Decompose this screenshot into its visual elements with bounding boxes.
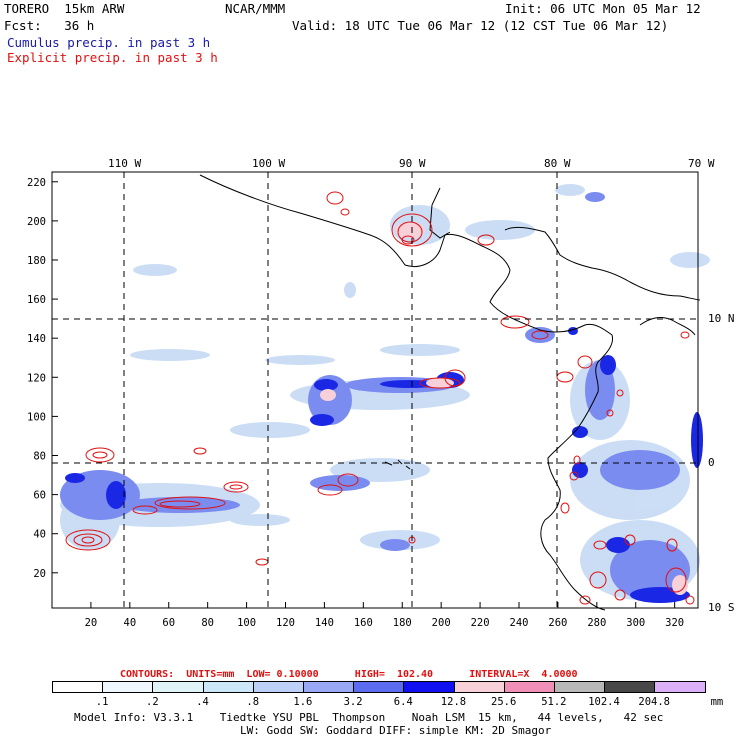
colorbar-swatch — [252, 681, 304, 693]
lat-lon-grid — [52, 172, 698, 608]
x-tick-label: 60 — [162, 617, 175, 629]
y-tick-label: 200 — [27, 216, 46, 228]
colorbar-label: 3.2 — [343, 696, 363, 708]
x-tick-label: 220 — [471, 617, 490, 629]
x-tick-label: 240 — [510, 617, 529, 629]
y-tick-label: 80 — [33, 450, 46, 462]
lon-label-110w: 110 W — [108, 157, 142, 170]
x-tick-label: 80 — [201, 617, 214, 629]
colorbar-label: .2 — [146, 696, 159, 708]
contours-info: CONTOURS: UNITS=mm LOW= 0.10000 HIGH= 10… — [120, 669, 578, 680]
colorbar-label: 1.6 — [293, 696, 313, 708]
x-tick-label: 200 — [432, 617, 451, 629]
colorbar-swatch — [52, 681, 104, 693]
colorbar-label: mm — [710, 696, 724, 708]
colorbar-swatch — [554, 681, 606, 693]
lat-label-0: 0 — [708, 456, 715, 469]
y-tick-label: 100 — [27, 411, 46, 423]
valid-time: Valid: 18 UTC Tue 06 Mar 12 (12 CST Tue … — [292, 18, 669, 33]
colorbar-label: 102.4 — [588, 696, 620, 708]
x-tick-label: 280 — [587, 617, 606, 629]
lon-label-80w: 80 W — [544, 157, 571, 170]
y-tick-label: 180 — [27, 255, 46, 267]
colorbar-swatch — [403, 681, 455, 693]
colorbar-swatch — [353, 681, 405, 693]
explicit-field-label: Explicit precip. in past 3 h — [7, 50, 218, 65]
x-tick-label: 40 — [124, 617, 137, 629]
colorbar-label: 204.8 — [638, 696, 670, 708]
model-title: TORERO 15km ARW — [4, 1, 125, 16]
axis-ticks — [52, 181, 676, 608]
colorbar-label: .4 — [196, 696, 209, 708]
colorbar-swatch — [654, 681, 706, 693]
lon-label-90w: 90 W — [399, 157, 426, 170]
colorbar-swatch — [303, 681, 355, 693]
x-tick-label: 20 — [85, 617, 98, 629]
y-tick-label: 120 — [27, 372, 46, 384]
model-info-line2: LW: Godd SW: Goddard DIFF: simple KM: 2D… — [240, 724, 552, 737]
x-tick-label: 120 — [276, 617, 295, 629]
colorbar-label: 25.6 — [491, 696, 517, 708]
colorbar-swatch — [604, 681, 656, 693]
colorbar-swatch — [152, 681, 204, 693]
y-tick-label: 160 — [27, 294, 46, 306]
y-tick-label: 40 — [33, 529, 46, 541]
forecast-hour: Fcst: 36 h — [4, 18, 95, 33]
y-tick-label: 20 — [33, 568, 46, 580]
x-tick-label: 100 — [237, 617, 256, 629]
y-tick-label: 140 — [27, 333, 46, 345]
colorbar-label: 51.2 — [541, 696, 567, 708]
x-tick-label: 160 — [354, 617, 373, 629]
lat-label-10s: 10 S — [708, 601, 735, 614]
colorbar-label: 12.8 — [440, 696, 467, 708]
y-tick-label: 60 — [33, 490, 46, 502]
colorbar-swatch — [102, 681, 154, 693]
colorbar-swatch — [453, 681, 505, 693]
lon-label-70w: 70 W — [688, 157, 715, 170]
colorbar-swatch — [202, 681, 254, 693]
lat-label-10n: 10 N — [708, 312, 735, 325]
y-tick-label: 220 — [27, 177, 46, 189]
x-tick-label: 180 — [393, 617, 412, 629]
map-frame — [51, 171, 699, 609]
axis-tick-labels: 20 40 60 80 100 120 140 160 180 200 220 240 260 280 30… — [27, 177, 684, 629]
cumulus-field-label: Cumulus precip. in past 3 h — [7, 35, 211, 50]
model-info-line1: Model Info: V3.3.1 Tiedtke YSU PBL Thomp… — [74, 711, 664, 724]
colorbar-label: .8 — [246, 696, 260, 708]
init-time: Init: 06 UTC Mon 05 Mar 12 — [505, 1, 701, 16]
lon-label-100w: 100 W — [252, 157, 286, 170]
colorbar-label: 6.4 — [393, 696, 413, 708]
explicit-pink-shading — [320, 222, 688, 595]
x-tick-label: 260 — [548, 617, 567, 629]
x-tick-label: 320 — [665, 617, 684, 629]
x-tick-label: 140 — [315, 617, 334, 629]
x-tick-label: 300 — [626, 617, 645, 629]
organization-label: NCAR/MMM — [225, 1, 286, 16]
explicit-contours — [65, 191, 695, 605]
colorbar-swatch — [503, 681, 555, 693]
colorbar-label: .1 — [95, 696, 109, 708]
